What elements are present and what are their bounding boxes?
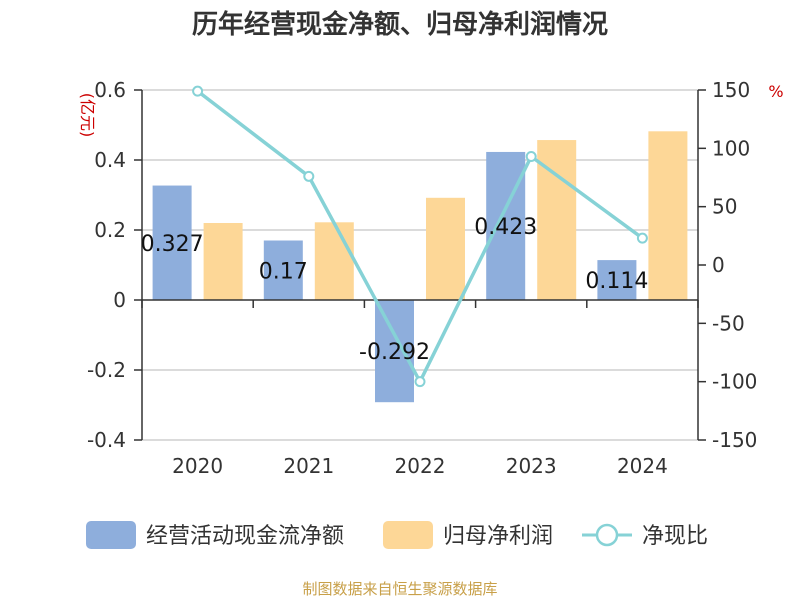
ratio-point (303, 170, 315, 182)
left-tick-label: 0 (113, 288, 126, 312)
legend-swatch (86, 521, 136, 549)
legend-label: 归母净利润 (443, 524, 553, 549)
cashflow-data-label: -0.292 (359, 340, 430, 365)
bars (152, 131, 688, 403)
right-tick-label: 150 (712, 78, 750, 102)
right-tick-label: 100 (712, 136, 750, 160)
data-labels: 0.327 0.17 -0.292 0.423 0.114 (141, 215, 649, 365)
left-tick-label: 0.6 (94, 78, 126, 102)
cashflow-bar (375, 300, 414, 403)
left-tick-label: -0.2 (87, 358, 126, 382)
right-tick-label: -100 (712, 370, 757, 394)
gridlines (142, 89, 698, 441)
cashflow-data-label: 0.17 (259, 259, 308, 284)
cashflow-data-label: 0.327 (141, 232, 204, 257)
legend[interactable]: 经营活动现金流净额 归母净利润 净现比 (86, 521, 708, 549)
cashflow-bar (152, 185, 192, 300)
left-tick-label: 0.4 (94, 148, 126, 172)
legend-label: 净现比 (642, 524, 708, 549)
x-tick-label: 2023 (506, 454, 557, 478)
net-profit-bar (648, 131, 688, 300)
legend-swatch (383, 521, 433, 549)
ratio-point (636, 232, 648, 244)
x-tick-label: 2020 (172, 454, 223, 478)
x-tick-label: 2021 (283, 454, 334, 478)
ratio-point (525, 151, 537, 162)
left-tick-label: 0.2 (94, 218, 126, 242)
x-tick-label: 2022 (395, 454, 446, 478)
cashflow-data-label: 0.423 (474, 215, 537, 240)
chart-title: 历年经营现金净额、归母净利润情况 (192, 9, 608, 40)
left-tick-label: -0.4 (87, 428, 126, 452)
net-profit-bar (426, 197, 465, 300)
right-tick-label: -150 (712, 428, 757, 452)
net-profit-bar (314, 222, 354, 300)
legend-label: 经营活动现金流净额 (146, 524, 344, 549)
axes: -0.4 -0.2 0 0.2 0.4 0.6 -150 -100 -50 0 50 100 150 20… (87, 78, 757, 478)
data-source: 制图数据来自恒生聚源数据库 (302, 580, 497, 598)
cashflow-bar (263, 240, 303, 300)
right-tick-label: -50 (712, 311, 745, 335)
net-profit-bar (203, 223, 243, 300)
x-tick-label: 2024 (617, 454, 668, 478)
legend-marker (595, 523, 619, 547)
ratio-line (192, 85, 648, 388)
right-tick-label: 0 (712, 253, 725, 277)
right-tick-label: 50 (712, 195, 737, 219)
left-axis-unit: (亿元) (78, 93, 97, 138)
right-axis-unit: % (768, 82, 783, 101)
cashflow-bar (597, 260, 637, 300)
cashflow-bar (486, 151, 526, 300)
cashflow-data-label: 0.114 (585, 269, 648, 294)
ratio-point (414, 376, 426, 388)
ratio-point (192, 85, 204, 97)
